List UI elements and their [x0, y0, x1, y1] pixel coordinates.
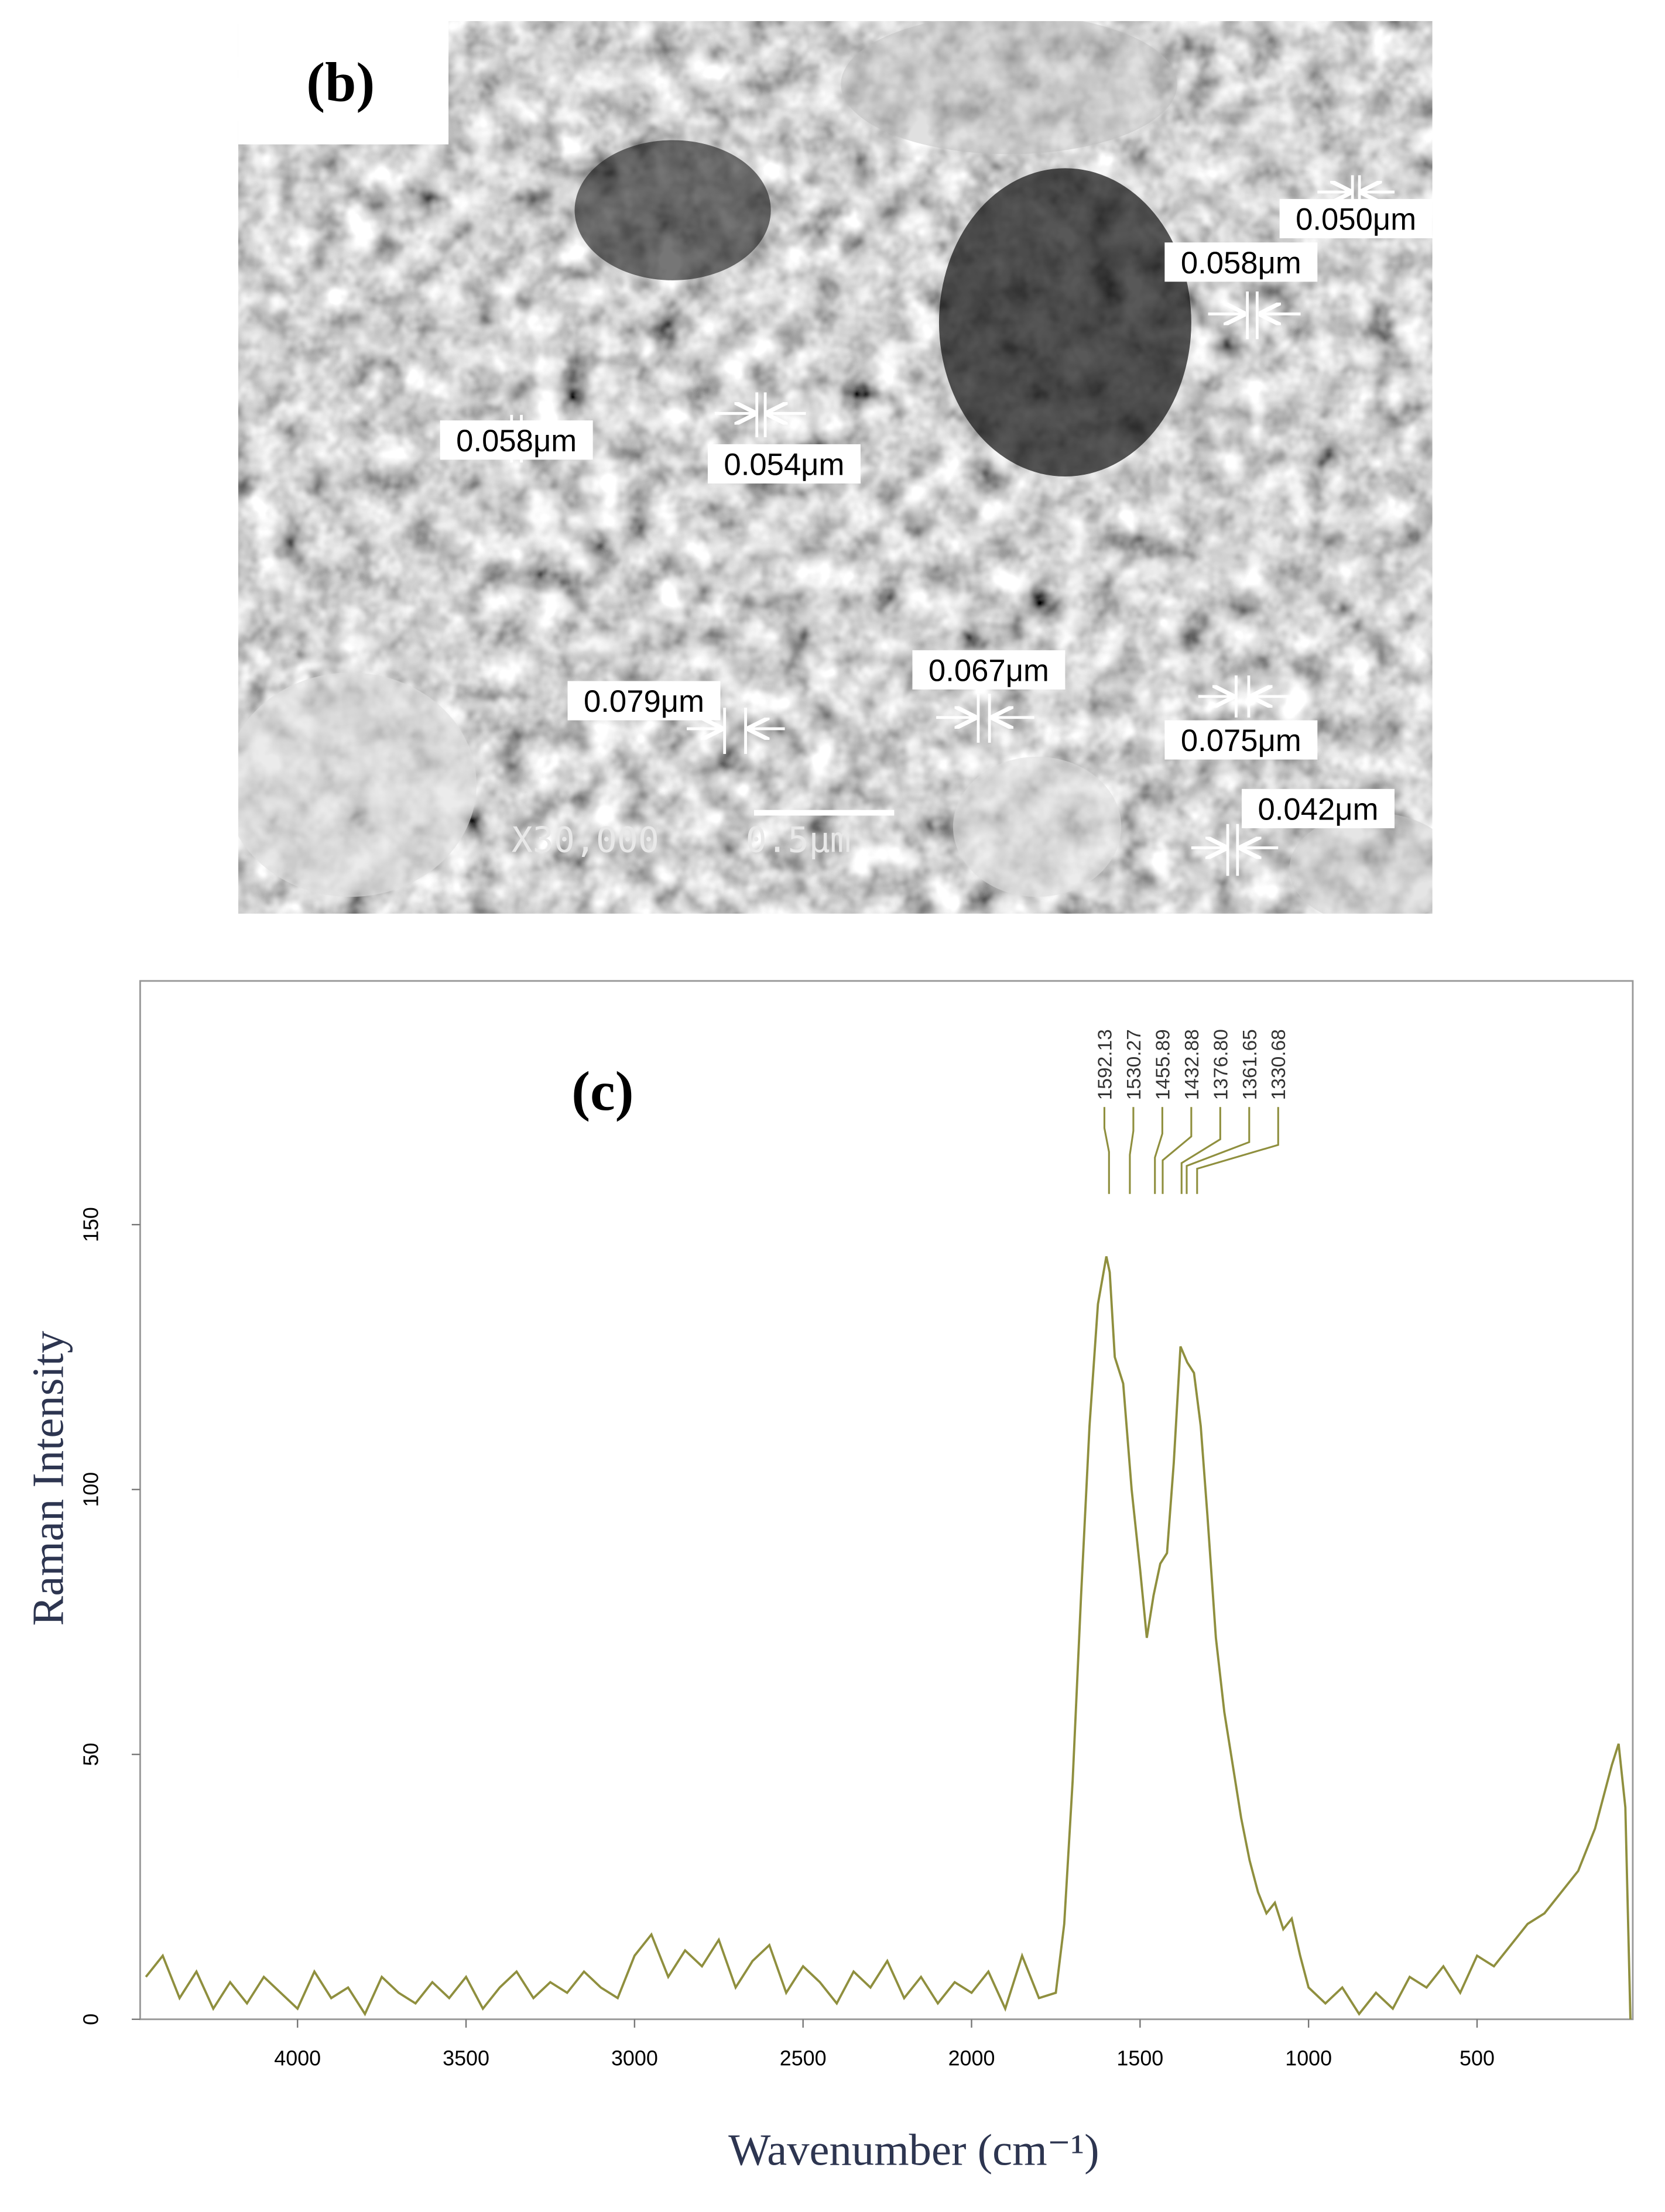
x-axis-label: Wavenumber (cm⁻¹) [728, 2125, 1099, 2175]
peak-marker [1103, 1107, 1110, 1194]
y-tick-label: 150 [80, 1207, 103, 1242]
peak-marker [1129, 1107, 1135, 1194]
peak-label: 1455.89 [1152, 1029, 1174, 1100]
measurement-box [1279, 199, 1433, 239]
peak-marker [1154, 1107, 1163, 1194]
measurement-box [912, 650, 1066, 690]
x-tick-label: 3000 [611, 2047, 658, 2070]
x-tick-label: 4000 [274, 2047, 321, 2070]
measurement-label: 0.067μm [929, 654, 1049, 688]
plot-area: 4000 3500 3000 2500 2000 1500 1000 500 0 50 100 150… [80, 1029, 1632, 2070]
peak-label: 1330.68 [1268, 1029, 1290, 1100]
spectrum-line [145, 1256, 1632, 2019]
x-tick-label: 2000 [948, 2047, 995, 2070]
peak-label: 1361.65 [1239, 1029, 1261, 1100]
measurement-label: 0.054μm [724, 448, 844, 482]
panel-label: (b) [306, 51, 375, 113]
peak-marker [1196, 1107, 1279, 1194]
y-tick-label: 0 [80, 2014, 103, 2025]
peak-label: 1592.13 [1094, 1029, 1116, 1100]
measurement-label: 0.079μm [584, 684, 704, 719]
y-axis-label: Raman Intensity [23, 1331, 73, 1626]
measurement-box [567, 681, 721, 721]
peak-marker [1180, 1107, 1221, 1194]
y-tick-label: 100 [80, 1472, 103, 1507]
peak-marker [1162, 1107, 1193, 1194]
measurement-label: 0.042μm [1258, 793, 1379, 827]
measurement-box [440, 420, 593, 460]
measurement-label: 0.058μm [456, 424, 577, 458]
peak-label: 1530.27 [1123, 1029, 1145, 1100]
measurement-box [707, 444, 861, 483]
measurement-label: 0.075μm [1181, 723, 1301, 758]
measurement-label: 0.058μm [1181, 246, 1301, 280]
sem-image [238, 20, 1433, 914]
panel-label: (c) [571, 1060, 633, 1122]
x-tick-label: 3500 [443, 2047, 489, 2070]
measurement-label: 0.050μm [1296, 203, 1416, 237]
x-tick-label: 2500 [780, 2047, 827, 2070]
peak-label: 1376.80 [1210, 1029, 1232, 1100]
measurement-box [1242, 788, 1395, 828]
x-tick-label: 1000 [1285, 2047, 1332, 2070]
peak-label: 1432.88 [1181, 1029, 1203, 1100]
x-tick-label: 500 [1460, 2047, 1495, 2070]
magnification: X30,000 [512, 820, 659, 861]
panel-label-box [238, 20, 449, 145]
measurement-box [1164, 720, 1318, 760]
measurements: 0.050μm 0.058μm 0.058μm 0.054μm 0.079μm 0.067… [440, 199, 1433, 828]
measurement-box [1164, 242, 1318, 282]
y-tick-label: 50 [80, 1743, 103, 1766]
peak-marker [1186, 1107, 1251, 1194]
scale-bar-label: 0.5μm [746, 820, 851, 861]
plot-frame [139, 980, 1634, 2021]
x-tick-label: 1500 [1116, 2047, 1163, 2070]
